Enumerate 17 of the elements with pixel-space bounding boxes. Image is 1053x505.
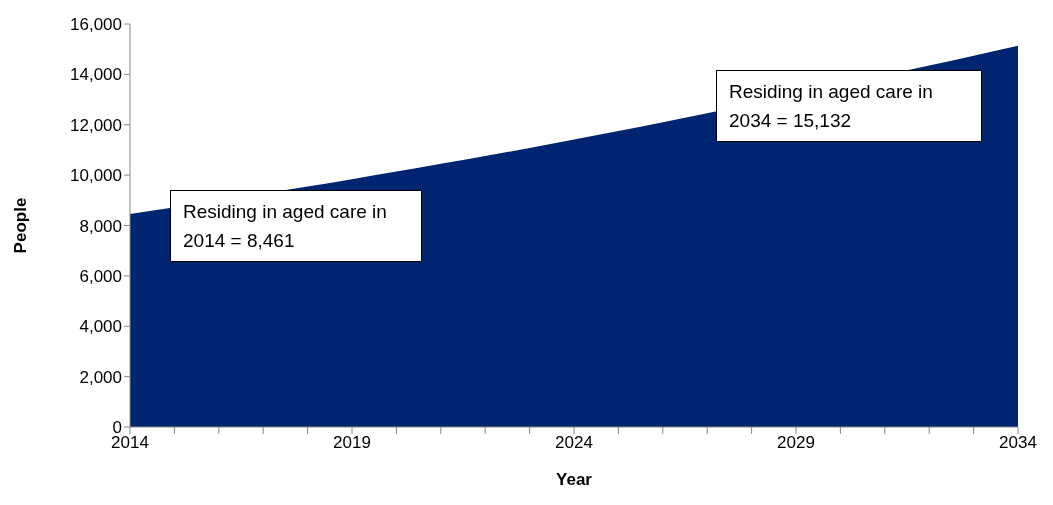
y-tick-label: 12,000 <box>70 115 122 135</box>
y-tick-label: 8,000 <box>79 216 122 236</box>
x-tick-label: 2029 <box>777 433 815 453</box>
y-tick-label: 6,000 <box>79 266 122 286</box>
y-tick-label: 2,000 <box>79 367 122 387</box>
y-axis-title: People <box>11 197 31 254</box>
y-tick-label: 16,000 <box>70 15 122 35</box>
y-tick-label: 14,000 <box>70 65 122 85</box>
x-tick-label: 2014 <box>111 433 149 453</box>
x-tick-label: 2024 <box>555 433 593 453</box>
annotation-box: Residing in aged care in 2014 = 8,461 <box>170 190 422 262</box>
annotation-box: Residing in aged care in 2034 = 15,132 <box>716 70 982 142</box>
y-tick-label: 4,000 <box>79 317 122 337</box>
y-tick-label: 10,000 <box>70 166 122 186</box>
x-axis-title: Year <box>556 470 593 489</box>
x-tick-label: 2019 <box>333 433 371 453</box>
x-tick-label: 2034 <box>999 433 1037 453</box>
